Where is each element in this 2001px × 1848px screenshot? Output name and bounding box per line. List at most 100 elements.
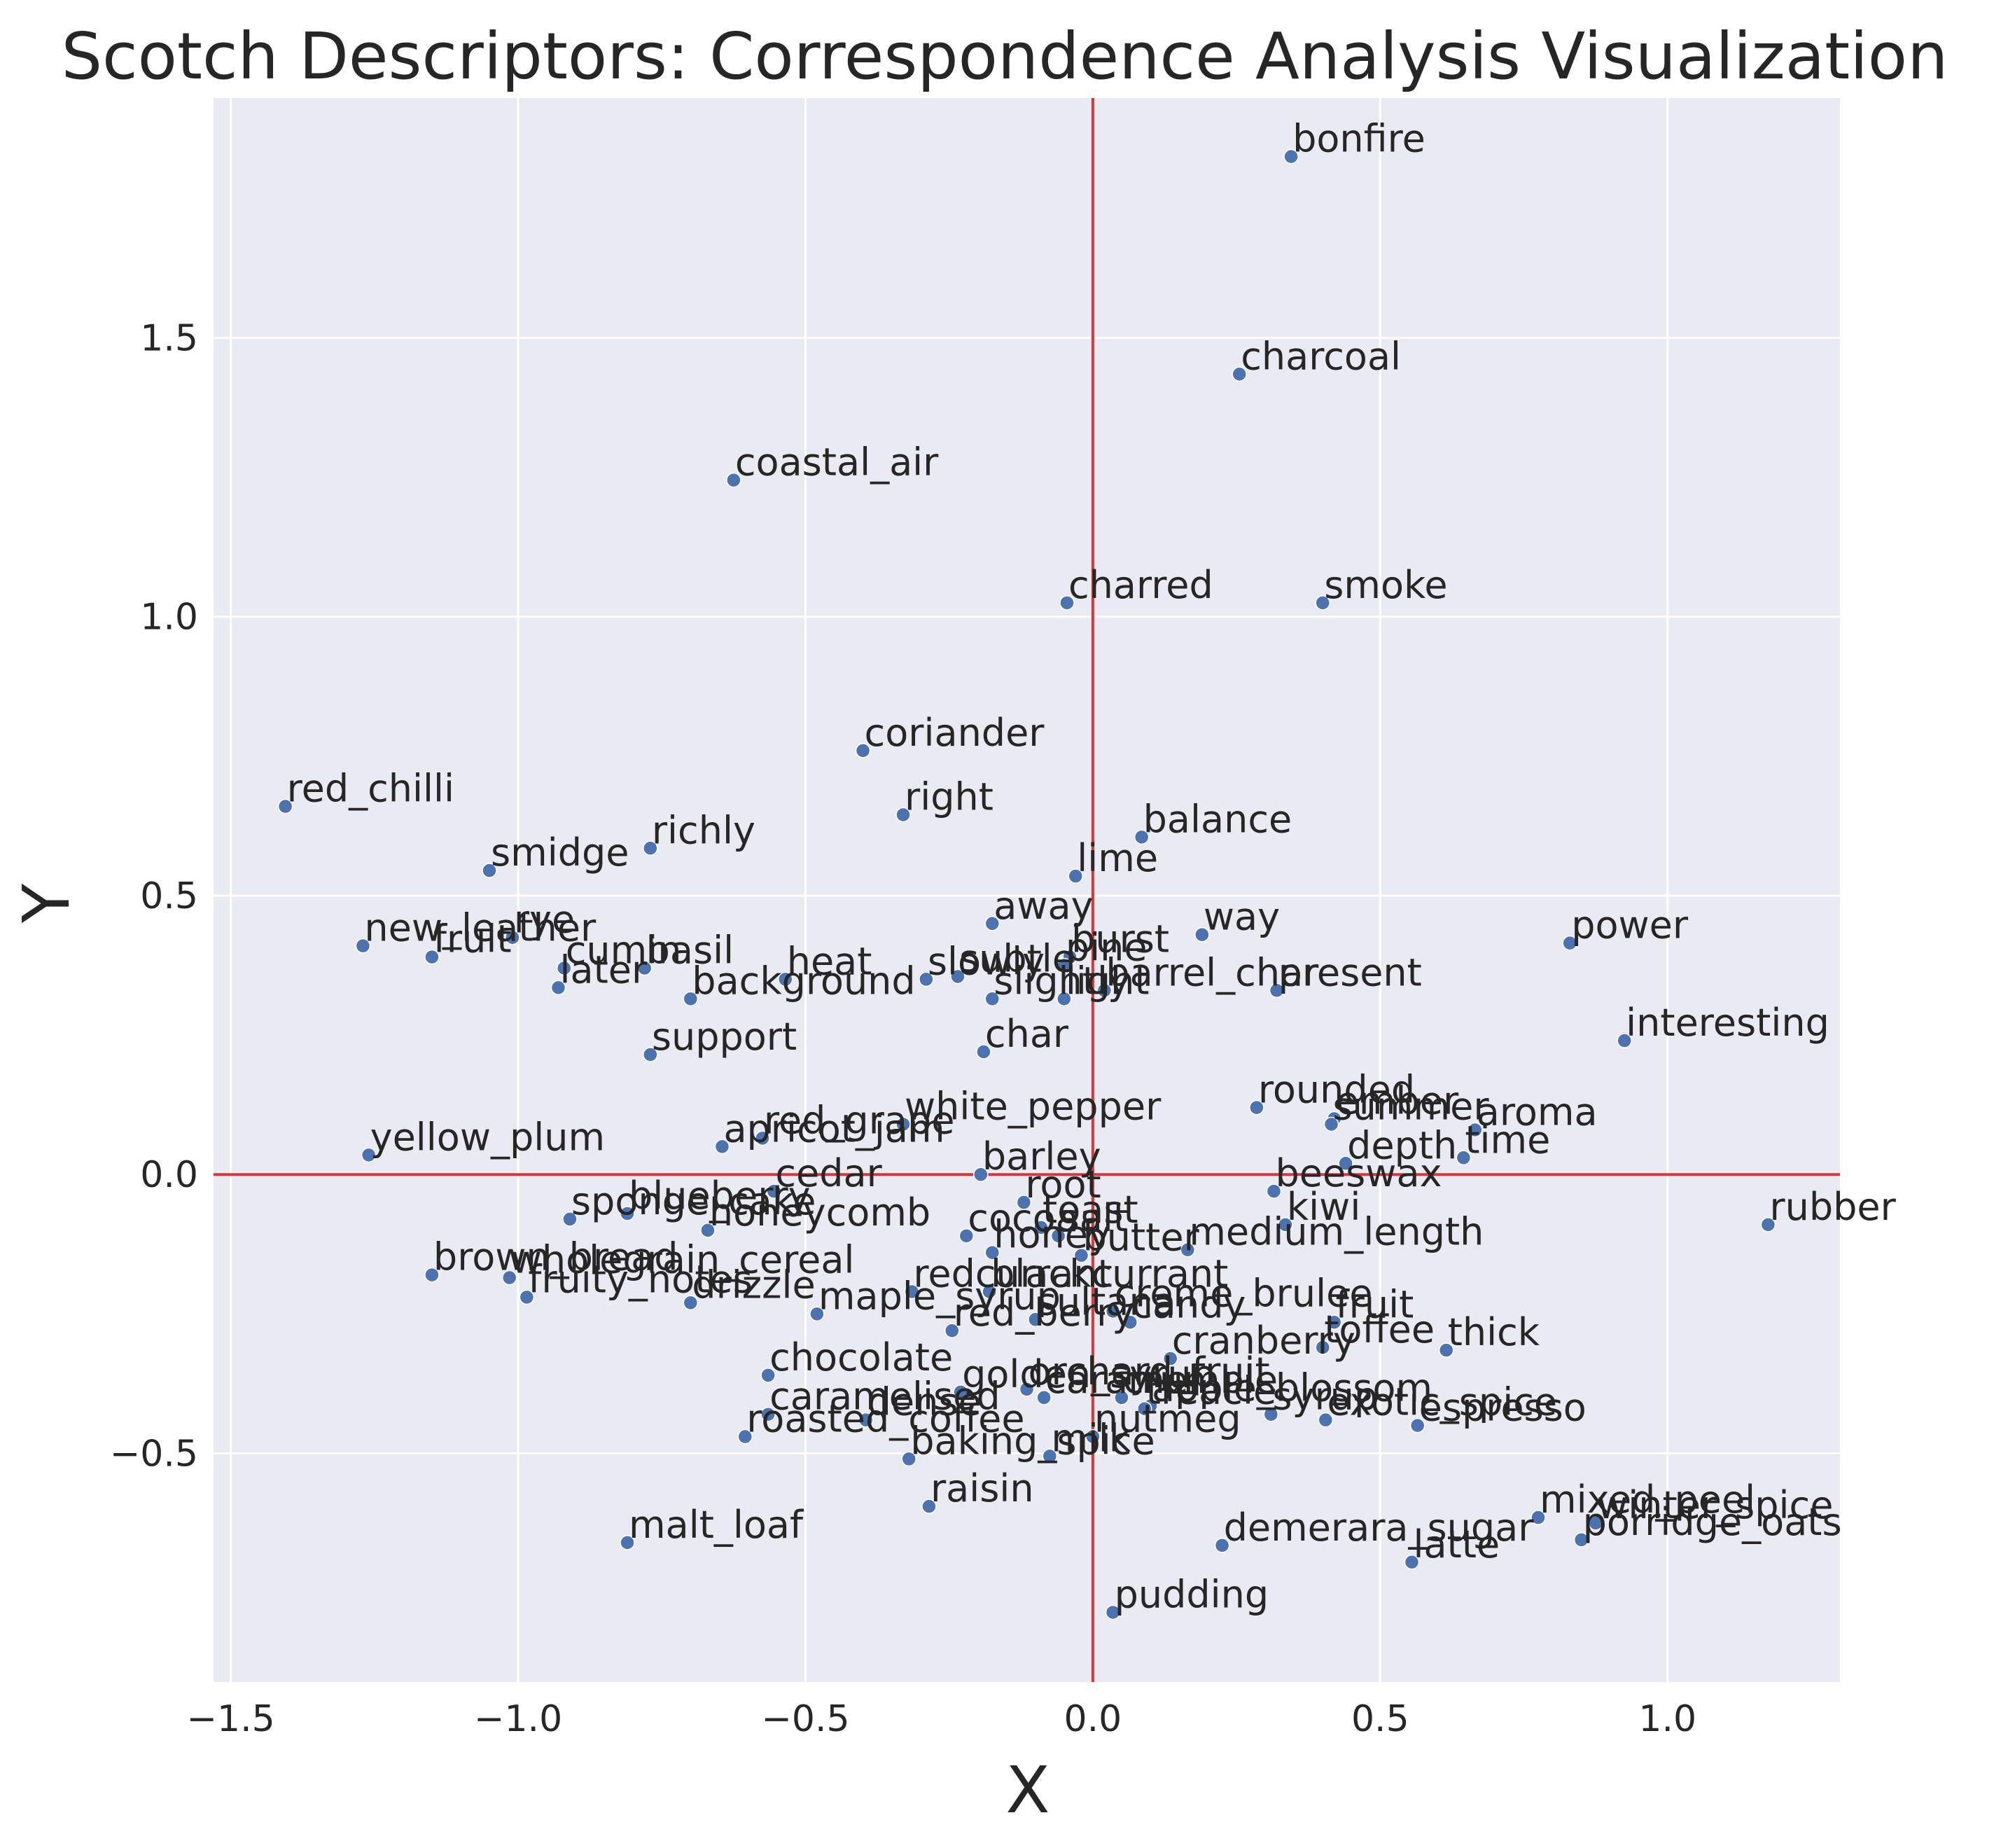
x-tick-label: −1.5: [186, 1698, 274, 1740]
point-label: white_pepper: [905, 1085, 1162, 1129]
point-label: cranberry: [1172, 1319, 1355, 1363]
point-label: background: [692, 959, 915, 1003]
point-label: golden_syrup: [962, 1352, 1215, 1396]
data-point: [984, 1244, 1000, 1260]
chart-title: Scotch Descriptors: Correspondence Analy…: [62, 19, 1948, 94]
data-point: [973, 1167, 989, 1182]
point-label: cumin: [566, 929, 682, 973]
data-point: [855, 743, 871, 758]
point-label: chocolate: [769, 1335, 953, 1380]
data-point: [904, 1284, 920, 1300]
point-label: maple_syrup: [818, 1274, 1061, 1318]
data-point: [1283, 148, 1299, 165]
point-label: coastal_air: [735, 440, 939, 485]
point-label: red_berry: [954, 1291, 1134, 1335]
data-point: [760, 1368, 776, 1383]
point-label: creme_brulee: [1115, 1271, 1373, 1315]
data-point: [958, 1228, 975, 1244]
point-label: barley: [982, 1134, 1101, 1179]
data-point: [1134, 829, 1150, 845]
point-label: candy: [1131, 1282, 1246, 1326]
data-point: [355, 938, 371, 954]
point-label: yellow_plum: [370, 1115, 606, 1159]
data-point: [620, 1206, 635, 1221]
point-label: rubber: [1769, 1185, 1896, 1229]
point-label: porridge_oats: [1583, 1500, 1842, 1544]
data-point: [501, 1270, 517, 1286]
data-point: [1323, 1116, 1339, 1132]
data-point: [643, 840, 658, 856]
data-point: [1068, 868, 1084, 884]
data-point: [1105, 1604, 1121, 1620]
y-tick-label: 0.0: [140, 1154, 198, 1196]
point-label: espresso: [1419, 1386, 1587, 1430]
data-point: [643, 1047, 658, 1062]
point-label: beeswax: [1275, 1151, 1442, 1195]
point-label: blackcurrant: [991, 1251, 1228, 1295]
point-label: caramelised: [769, 1375, 1000, 1419]
x-tick-labels: −1.5 −1.0 −0.5 0.0 0.5 1.0: [186, 1698, 1696, 1740]
data-point: [1315, 595, 1330, 611]
data-point: [700, 1223, 716, 1238]
x-tick-label: 1.0: [1638, 1698, 1696, 1740]
data-point: [1263, 1406, 1279, 1422]
data-point: [1573, 1532, 1589, 1548]
x-tick-label: 0.0: [1064, 1698, 1122, 1740]
x-axis-label: X: [1005, 1753, 1050, 1828]
data-point: [1438, 1342, 1454, 1358]
data-point: [921, 1499, 937, 1514]
data-point: [1456, 1150, 1472, 1166]
data-point: [984, 991, 1000, 1007]
data-point: [1180, 1242, 1196, 1258]
data-point: [1588, 1515, 1603, 1531]
data-point: [1249, 1099, 1264, 1116]
point-label: support: [652, 1015, 797, 1059]
x-tick-label: −1.0: [474, 1698, 562, 1740]
data-point: [976, 1044, 991, 1060]
data-point: [901, 1451, 916, 1467]
point-label: lime: [1077, 836, 1158, 880]
point-label: way: [1204, 895, 1280, 939]
data-point: [1404, 1555, 1420, 1570]
point-label: slowly: [928, 939, 1045, 983]
data-point: [1232, 366, 1247, 382]
data-point: [1114, 1390, 1129, 1405]
data-point: [424, 949, 440, 965]
point-label: redcurrant: [913, 1251, 1112, 1295]
data-point: [809, 1306, 825, 1322]
data-point: [505, 929, 520, 945]
point-label: cedar: [775, 1151, 882, 1195]
point-label: milk: [1051, 1416, 1131, 1460]
data-point: [1096, 982, 1113, 999]
data-point: [1085, 1429, 1101, 1445]
point-label: present: [1278, 950, 1422, 994]
point-label: latte: [1413, 1522, 1500, 1566]
data-point: [550, 980, 566, 996]
data-point: [895, 807, 911, 823]
reference-lines: [214, 98, 1840, 1682]
point-label: cocoa: [968, 1196, 1079, 1240]
point-label: drizzle: [692, 1263, 815, 1307]
data-point: [620, 1535, 635, 1550]
data-point: [895, 1116, 911, 1132]
point-label: exotic_spice: [1327, 1380, 1557, 1424]
point-label: ember: [1336, 1079, 1459, 1123]
data-point: [1057, 957, 1072, 973]
point-label: charcoal: [1241, 334, 1401, 378]
data-point: [1531, 1510, 1546, 1525]
data-point: [777, 971, 793, 987]
data-point: [858, 1412, 874, 1428]
data-point: [556, 960, 572, 976]
data-point: [482, 863, 497, 878]
point-label: salt: [1060, 1196, 1128, 1240]
point-label: medium_length: [1189, 1210, 1484, 1254]
point-label: summer: [1333, 1085, 1490, 1129]
point-label: nutmeg: [1094, 1397, 1241, 1441]
data-point: [1409, 1417, 1425, 1433]
point-label: subtle: [959, 936, 1075, 980]
data-point: [1016, 1195, 1032, 1210]
point-label: basil: [646, 929, 734, 973]
point-label: pudding: [1115, 1572, 1269, 1616]
point-label: winter_spice: [1597, 1483, 1833, 1527]
